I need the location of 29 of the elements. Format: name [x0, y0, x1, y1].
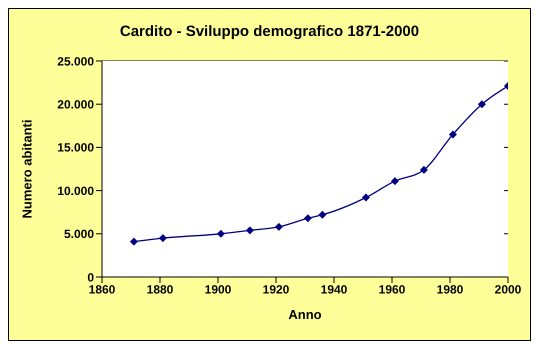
- y-tick-label: 15.000: [57, 140, 94, 155]
- x-axis-title: Anno: [288, 307, 322, 322]
- point: [274, 222, 283, 231]
- point: [318, 210, 326, 219]
- x-tick-label: 1860: [88, 282, 116, 297]
- x-tick-label: 1960: [378, 282, 406, 297]
- point: [216, 230, 225, 238]
- point: [362, 194, 370, 202]
- point: [158, 234, 167, 242]
- point: [390, 177, 399, 186]
- chart-title: Cardito - Sviluppo demografico 1871-2000: [118, 23, 420, 40]
- y-tick-label: 25.000: [57, 54, 94, 68]
- y-tick-label: 20.000: [57, 97, 94, 112]
- y-tick-label: 5.000: [64, 227, 94, 242]
- point: [420, 166, 428, 174]
- point: [448, 130, 457, 138]
- y-tick-label: 10.000: [57, 184, 94, 198]
- x-tick-label: 1940: [320, 282, 348, 297]
- y-tick-label: 0: [87, 270, 94, 284]
- x-tick-label: 1920: [262, 282, 290, 297]
- x-tick-label: 1900: [204, 282, 232, 297]
- point: [246, 226, 254, 234]
- point: [478, 100, 486, 108]
- x-tick-label: 1880: [146, 282, 174, 297]
- point: [304, 214, 312, 222]
- x-tick-label: 1980: [436, 282, 464, 297]
- x-tick-label: 2000: [494, 282, 522, 297]
- point: [130, 238, 138, 246]
- y-axis-title: Numero abitanti: [20, 120, 35, 218]
